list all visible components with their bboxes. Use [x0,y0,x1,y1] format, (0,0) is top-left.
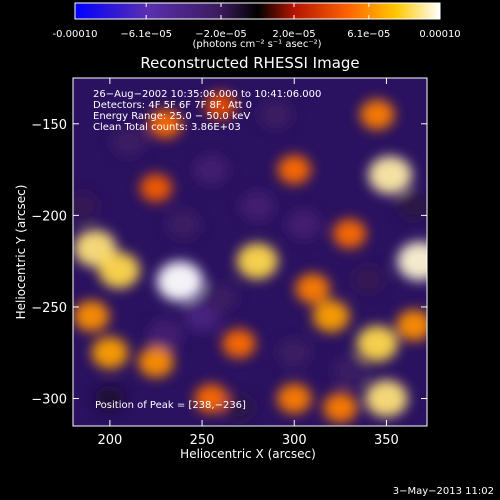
emission-source [356,325,398,362]
timestamp: 3−May−2013 11:02 [393,486,494,497]
negative-residual [203,283,238,313]
x-tick-label: 300 [282,433,307,448]
emission-source [139,173,173,202]
chart-title: Reconstructed RHESSI Image [140,54,359,72]
colorbar-ticks: -0.00010 −6.1e−05 −2.0e−05 2.0e−05 6.1e−05 0.… [53,3,461,40]
emission-source [91,336,129,369]
emission-source [138,346,174,378]
emission-source [277,383,312,414]
emission-source [312,300,350,333]
emission-source [194,384,228,414]
colorbar-tick-label: 0.00010 [419,29,460,40]
peak-position-label: Position of Peak = [238,−236] [95,400,246,411]
y-tick-label: −150 [31,118,67,133]
emission-source [156,261,203,302]
x-axis-label: Heliocentric X (arcsec) [180,447,316,461]
emission-source [236,243,279,280]
colorbar-tick-label: -0.00010 [53,29,98,40]
image-plot-area: 200 250 300 350 −150 −200 −250 −300 26−Aug−200… [31,77,428,448]
negative-residual [94,385,125,412]
negative-residual [223,394,255,422]
negative-residual [147,319,183,350]
colorbar-gradient [74,2,441,20]
colorbar-tick-label: 2.0e−05 [272,29,315,40]
y-tick-label: −300 [31,393,67,408]
emission-source [397,241,427,281]
emission-source [332,219,367,249]
negative-residual [73,192,99,221]
negative-residual [277,338,311,368]
colorbar-tick-label: −2.0e−05 [195,29,247,40]
x-tick-label: 350 [374,433,399,448]
y-axis-ticks: −150 −200 −250 −300 [31,118,427,408]
x-tick-label: 250 [190,433,215,448]
info-line: Detectors: 4F 5F 6F 7F 8F, Att 0 [93,100,252,111]
info-line: Clean Total counts: 3.86E+03 [93,122,241,133]
colorbar: -0.00010 −6.1e−05 −2.0e−05 2.0e−05 6.1e−05 0.… [53,2,461,50]
y-tick-label: −200 [31,209,67,224]
emission-source [323,392,358,423]
emission-source [148,109,182,139]
emission-source [368,156,412,195]
emission-source [277,155,311,185]
colorbar-tick-label: −6.1e−05 [120,29,172,40]
x-tick-label: 200 [97,433,122,448]
emission-source [73,300,110,332]
emission-source [98,252,140,289]
info-line: Energy Range: 25.0 − 50.0 keV [93,111,250,122]
emission-source [365,380,408,418]
negative-residual [240,191,275,222]
negative-residual [398,192,427,220]
y-axis-label: Heliocentric Y (arcsec) [14,185,28,320]
negative-residual [332,356,367,386]
negative-residual [166,210,201,240]
observation-info: 26−Aug−2002 10:35:06.000 to 10:41:06.000… [93,89,321,133]
colorbar-unit-label: (photons cm⁻² s⁻¹ asec⁻²) [192,39,321,50]
emission-source [204,91,237,119]
emission-source [295,273,330,304]
heatmap-sources [73,91,427,423]
x-axis-ticks: 200 250 300 350 [97,78,399,448]
emission-source [222,329,256,359]
emission-source [359,99,395,130]
negative-residual [259,100,293,130]
negative-residual [286,209,321,240]
colorbar-tick-label: 6.1e−05 [347,29,390,40]
y-tick-label: −250 [31,301,67,316]
negative-residual [351,265,385,294]
emission-source [396,309,427,341]
negative-residual [111,127,145,157]
plot-frame [72,77,428,427]
info-line: 26−Aug−2002 10:35:06.000 to 10:41:06.000 [93,89,321,100]
negative-residual [194,154,229,185]
